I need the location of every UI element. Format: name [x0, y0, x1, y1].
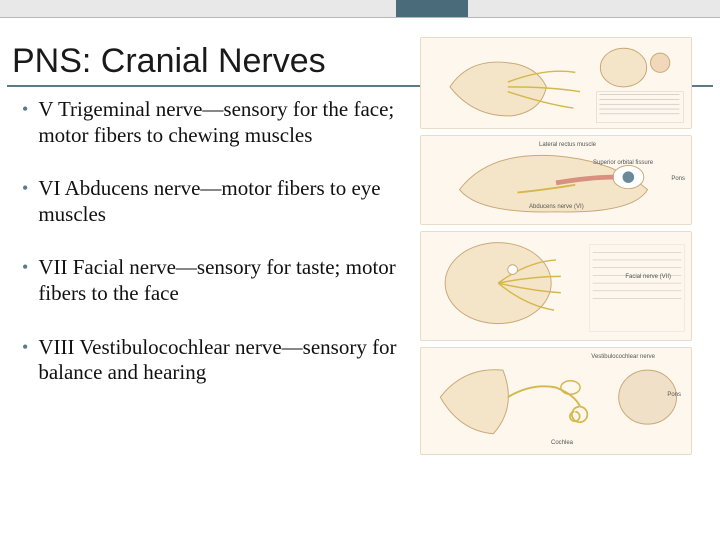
- text-column: • V Trigeminal nerve—sensory for the fac…: [0, 97, 420, 455]
- bullet-dot-icon: •: [22, 335, 28, 386]
- bullet-dot-icon: •: [22, 176, 28, 227]
- trigeminal-diagram: [420, 37, 692, 129]
- anat-label: Vestibulocochlear nerve: [591, 354, 655, 360]
- bullet-item: • V Trigeminal nerve—sensory for the fac…: [22, 97, 416, 148]
- bullet-text: VII Facial nerve—sensory for taste; moto…: [38, 255, 416, 306]
- facial-diagram: Facial nerve (VII): [420, 231, 692, 341]
- bullet-dot-icon: •: [22, 255, 28, 306]
- content-area: • V Trigeminal nerve—sensory for the fac…: [0, 87, 720, 455]
- anat-label: Superior orbital fissure: [593, 160, 653, 166]
- vestibulocochlear-diagram: Vestibulocochlear nerve Cochlea Pons: [420, 347, 692, 455]
- bullet-text: VIII Vestibulocochlear nerve—sensory for…: [38, 335, 416, 386]
- bullet-item: • VI Abducens nerve—motor fibers to eye …: [22, 176, 416, 227]
- image-column: Lateral rectus muscle Superior orbital f…: [420, 97, 700, 455]
- anat-label: Pons: [667, 392, 681, 398]
- slide-top-bar: [0, 0, 720, 18]
- bullet-text: VI Abducens nerve—motor fibers to eye mu…: [38, 176, 416, 227]
- bullet-text: V Trigeminal nerve—sensory for the face;…: [38, 97, 416, 148]
- abducens-diagram: Lateral rectus muscle Superior orbital f…: [420, 135, 692, 225]
- anat-label: Pons: [671, 176, 685, 182]
- bullet-item: • VII Facial nerve—sensory for taste; mo…: [22, 255, 416, 306]
- anat-label: Abducens nerve (VI): [529, 204, 584, 210]
- anat-label: Cochlea: [551, 440, 573, 446]
- bullet-dot-icon: •: [22, 97, 28, 148]
- anat-label: Facial nerve (VII): [625, 274, 671, 280]
- bullet-item: • VIII Vestibulocochlear nerve—sensory f…: [22, 335, 416, 386]
- anat-label: Lateral rectus muscle: [539, 142, 596, 148]
